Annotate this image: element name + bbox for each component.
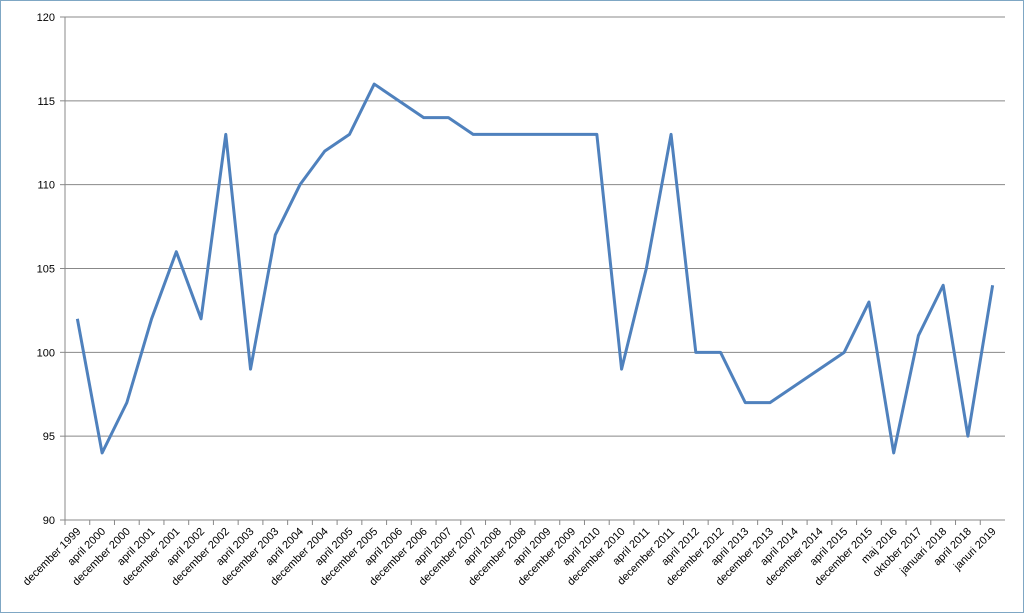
y-tick-label: 115 [37,96,55,108]
y-tick-label: 90 [43,515,55,527]
y-tick-label: 120 [37,12,55,24]
y-tick-label: 110 [37,180,55,192]
y-tick-label: 105 [37,264,55,276]
y-tick-label: 95 [43,431,55,443]
y-tick-label: 100 [37,347,55,359]
line-series [75,82,995,455]
